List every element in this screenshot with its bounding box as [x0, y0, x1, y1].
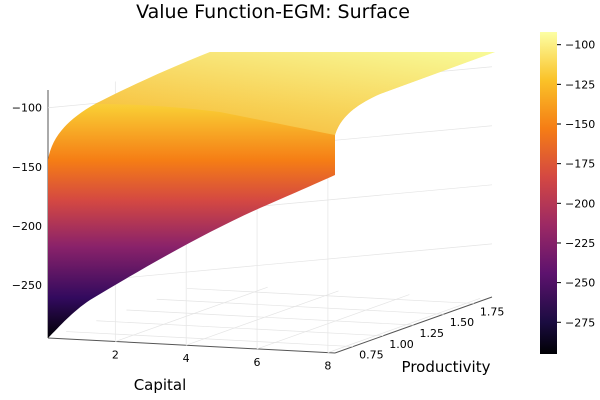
value-tick-label: −200 [12, 220, 42, 233]
colorbar-tick-label: −100 [565, 39, 595, 52]
value-ticks: −100 −150 −200 −250 [12, 102, 42, 292]
productivity-grid-line [186, 288, 474, 304]
colorbar-tick-label: −250 [565, 277, 595, 290]
value-tick-label: −250 [12, 279, 42, 292]
productivity-grid-line [96, 320, 384, 337]
capital-ticks: 2 4 6 8 [112, 349, 332, 373]
colorbar-tick-label: −225 [565, 237, 595, 250]
productivity-tick-label: 1.00 [389, 338, 414, 351]
value-surface [48, 52, 495, 338]
productivity-tick-label: 1.25 [420, 327, 445, 340]
surface-top [95, 52, 495, 135]
productivity-grid-line [156, 298, 444, 315]
productivity-axis-label: Productivity [402, 358, 491, 376]
capital-grid-line [186, 290, 339, 346]
capital-tick-label: 6 [254, 356, 261, 369]
capital-tick-label: 2 [112, 349, 119, 362]
productivity-ticks: 0.75 1.00 1.25 1.50 1.75 [359, 305, 504, 361]
capital-tick-label: 8 [324, 360, 331, 373]
productivity-grid-line [126, 309, 414, 326]
colorbar: −100 −125 −150 −175 −200 −225 −250 −275 [540, 32, 595, 354]
productivity-tick-label: 0.75 [359, 349, 384, 362]
colorbar-tick-label: −200 [565, 197, 595, 210]
capital-grid-line [256, 294, 410, 350]
colorbar-gradient [540, 32, 557, 354]
productivity-grid-line [66, 331, 354, 347]
productivity-tick-label: 1.50 [450, 316, 475, 329]
colorbar-tick-label: −150 [565, 118, 595, 131]
surface-side [48, 52, 495, 338]
capital-grid-line [115, 286, 268, 342]
capital-tick-label: 4 [183, 352, 190, 365]
capital-axis-label: Capital [134, 376, 187, 394]
value-tick-label: −150 [12, 161, 42, 174]
capital-axis-line [47, 337, 336, 354]
productivity-tick-label: 1.75 [480, 305, 505, 318]
chart-title: Value Function-EGM: Surface [136, 1, 410, 23]
value-tick-label: −100 [12, 102, 42, 115]
colorbar-tick-label: −125 [565, 78, 595, 91]
colorbar-ticks: −100 −125 −150 −175 −200 −225 −250 −275 [557, 39, 595, 329]
colorbar-tick-label: −275 [565, 316, 595, 329]
capital-grid-line [327, 297, 481, 353]
colorbar-tick-label: −175 [565, 158, 595, 171]
